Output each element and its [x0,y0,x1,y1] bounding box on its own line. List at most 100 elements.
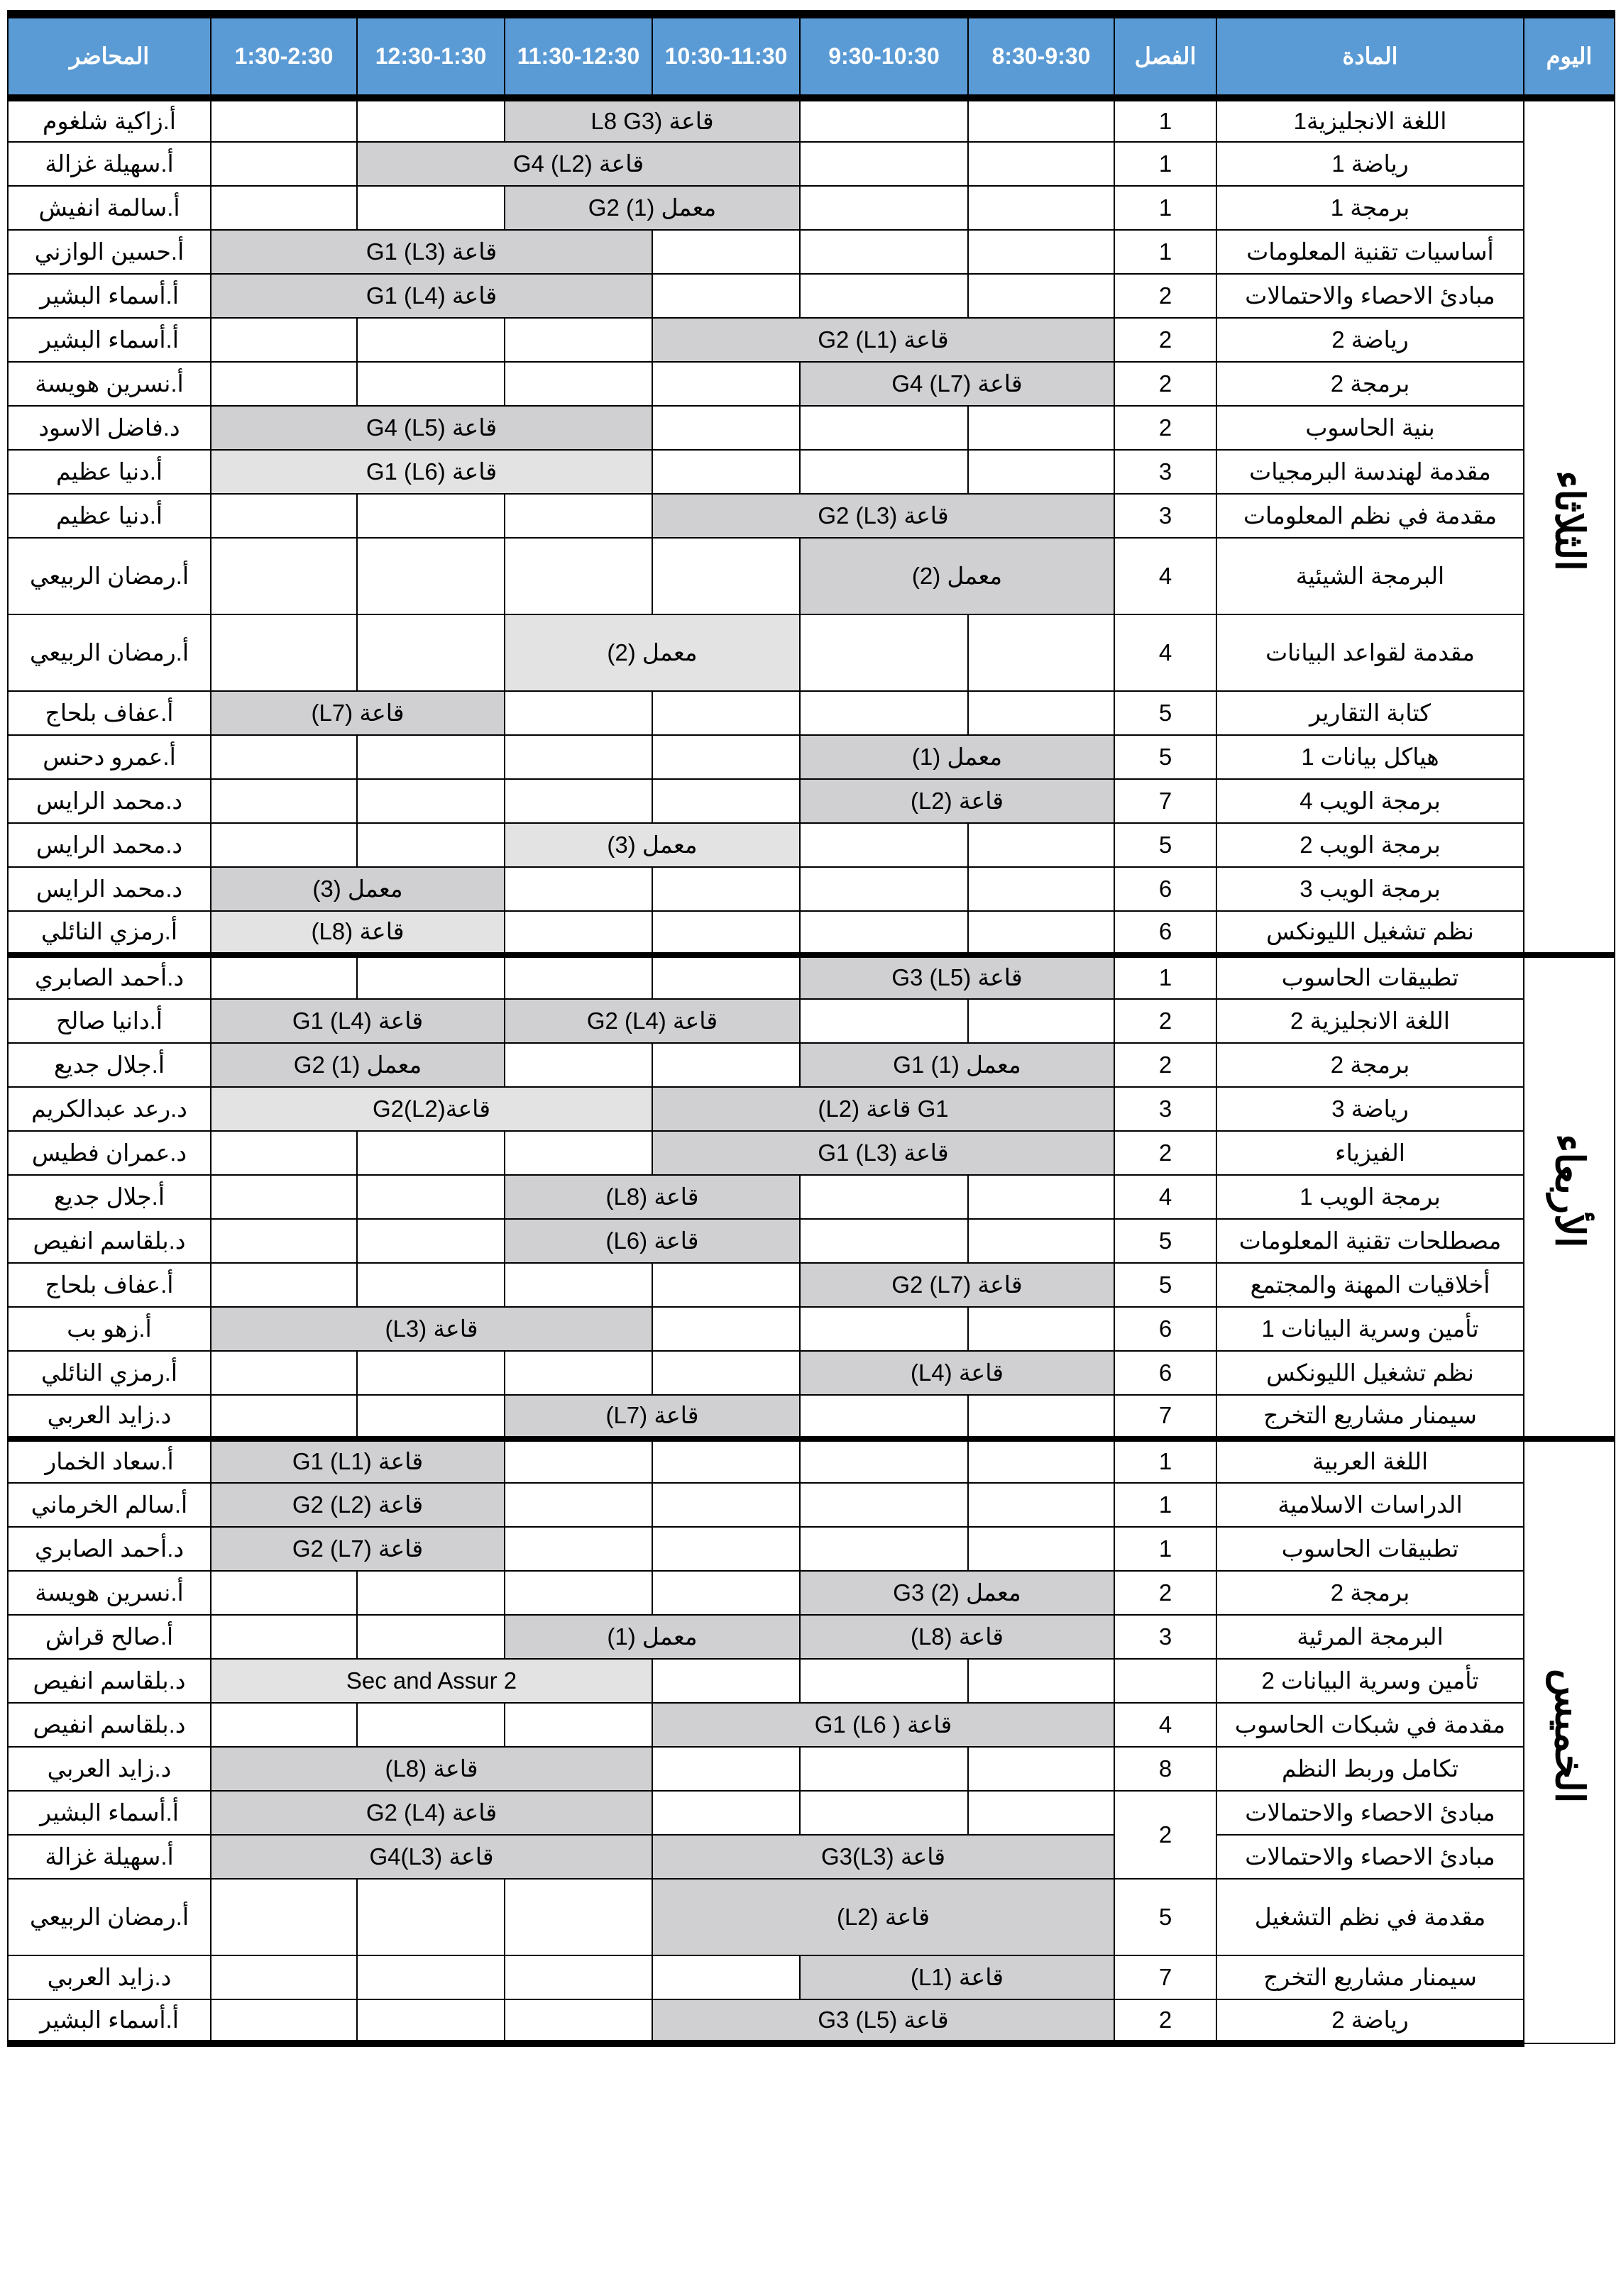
table-row: مقدمة في شبكات الحاسوب 4 قاعة ( L6) G1 د.بل… [7,1702,1615,1748]
table-row: الدراسات الاسلامية 1 قاعة (L2) G2 أ.سالم ال… [7,1482,1615,1528]
empty-slot [210,185,358,231]
table-row: رياضة 2 2 قاعة (L5) G3 أ.أسماء البشير [7,1999,1615,2047]
semester-cell: 6 [1114,1350,1217,1396]
empty-slot [356,1130,505,1176]
empty-slot [210,141,358,187]
table-row: أساسيات تقنية المعلومات 1 قاعة (L3) G1 أ.حس… [7,229,1615,275]
empty-slot [967,910,1115,956]
lecturer-cell: أ.سعاد الخمار [7,1436,211,1484]
lecturer-cell: أ.رمضان الربيعي [7,1878,211,1956]
session-cell: قاعة (L1) G1 [210,1436,505,1484]
table-row: برمجة الويب 3 6 معمل (3) د.محمد الرايس [7,866,1615,912]
semester-cell: 1 [1114,229,1217,275]
empty-slot [504,1350,653,1396]
session-cell: قاعة (L1) G2 [652,317,1115,363]
lecturer-cell: أ.نسرين هويسة [7,1570,211,1616]
empty-slot [504,1878,653,1956]
empty-slot [356,493,505,539]
empty-slot [652,1526,801,1572]
empty-slot [504,1570,653,1616]
lecturer-cell: أ.عمرو دحنس [7,734,211,780]
subject-cell: مقدمة في نظم التشغيل [1216,1878,1524,1956]
table-row: تأمين وسرية البيانات 2 Sec and Assur 2 د.ب… [7,1658,1615,1704]
empty-slot [504,493,653,539]
session-cell: قاعة (L8) [799,1614,1115,1660]
empty-slot [652,449,801,495]
table-row: مقدمة لقواعد البيانات 4 معمل (2) أ.رمضان ال… [7,614,1615,692]
lecturer-cell: أ.دانيا صالح [7,998,211,1044]
empty-slot [210,1614,358,1660]
empty-slot [799,405,969,451]
empty-slot [652,273,801,319]
lecturer-cell: أ.جلال جديع [7,1174,211,1220]
empty-slot [799,95,969,143]
subject-cell: رياضة 1 [1216,141,1524,187]
lecturer-cell: أ.سالم الخرماني [7,1482,211,1528]
table-row: رياضة 1 1 قاعة (L2) G4 أ.سهيلة غزالة [7,141,1615,187]
empty-slot [504,690,653,736]
empty-slot [967,1218,1115,1264]
semester-cell: 6 [1114,910,1217,956]
lecturer-cell: د.زايد العربي [7,1746,211,1792]
lecturer-cell: أ.أسماء البشير [7,317,211,363]
empty-slot [967,1436,1115,1484]
empty-slot [210,822,358,868]
table-row: برمجة 1 1 معمل (1) G2 أ.سالمة انفيش [7,185,1615,231]
session-cell: قاعة (L8) [210,910,505,956]
session-cell: معمل (2) [799,537,1115,615]
lecturer-cell: د.زايد العربي [7,1955,211,2000]
session-cell: قاعة (L4) G2 [504,998,801,1044]
empty-slot [652,866,801,912]
empty-slot [967,1746,1115,1792]
lecturer-cell: أ.رمضان الربيعي [7,537,211,615]
empty-slot [210,734,358,780]
subject-cell: تكامل وربط النظم [1216,1746,1524,1792]
subject-cell: مبادئ الاحصاء والاحتمالات [1216,1834,1524,1880]
semester-cell: 5 [1114,1218,1217,1264]
session-cell: قاعة (L7) G2 [799,1262,1115,1308]
empty-slot [799,141,969,187]
empty-slot [356,537,505,615]
table-row: مقدمة في نظم المعلومات 3 قاعة (L3) G2 أ.دني… [7,493,1615,539]
empty-slot [799,998,969,1044]
subject-cell: برمجة 2 [1216,361,1524,407]
semester-cell: 1 [1114,1436,1217,1484]
semester-cell: 1 [1114,141,1217,187]
lecturer-cell: أ.أسماء البشير [7,273,211,319]
session-cell: قاعة (L4) G1 [210,998,505,1044]
empty-slot [967,1306,1115,1352]
empty-slot [504,1130,653,1176]
lecturer-cell: أ.صالح قراش [7,1614,211,1660]
empty-slot [210,778,358,824]
empty-slot [799,1526,969,1572]
semester-cell: 2 [1114,1130,1217,1176]
empty-slot [652,778,801,824]
empty-slot [504,778,653,824]
lecturer-cell: أ.نسرين هويسة [7,361,211,407]
table-row: رياضة 2 2 قاعة (L1) G2 أ.أسماء البشير [7,317,1615,363]
session-cell: قاعة G3(L3) [652,1834,1115,1880]
empty-slot [356,1702,505,1748]
subject-cell: أخلاقيات المهنة والمجتمع [1216,1262,1524,1308]
empty-slot [799,822,969,868]
subject-cell: كتابة التقارير [1216,690,1524,736]
subject-cell: برمجة الويب 1 [1216,1174,1524,1220]
empty-slot [504,361,653,407]
subject-cell: تطبيقات الحاسوب [1216,952,1524,1000]
lecturer-cell: أ.عفاف بلحاج [7,690,211,736]
semester-cell: 5 [1114,1262,1217,1308]
empty-slot [504,1999,653,2047]
empty-slot [967,229,1115,275]
empty-slot [210,493,358,539]
lecturer-cell: أ.رمضان الربيعي [7,614,211,692]
header-slot-6: 1:30-2:30 [210,10,358,101]
empty-slot [356,1999,505,2047]
empty-slot [210,317,358,363]
lecturer-cell: د.عمران فطيس [7,1130,211,1176]
semester-cell: 3 [1114,449,1217,495]
session-cell: قاعة (L3) G1 [210,229,653,275]
empty-slot [799,1436,969,1484]
semester-cell: 1 [1114,185,1217,231]
table-row: برمجة الويب 4 7 قاعة (L2) د.محمد الرايس [7,778,1615,824]
table-row: تطبيقات الحاسوب 1 قاعة (L7) G2 د.أحمد الصاب… [7,1526,1615,1572]
